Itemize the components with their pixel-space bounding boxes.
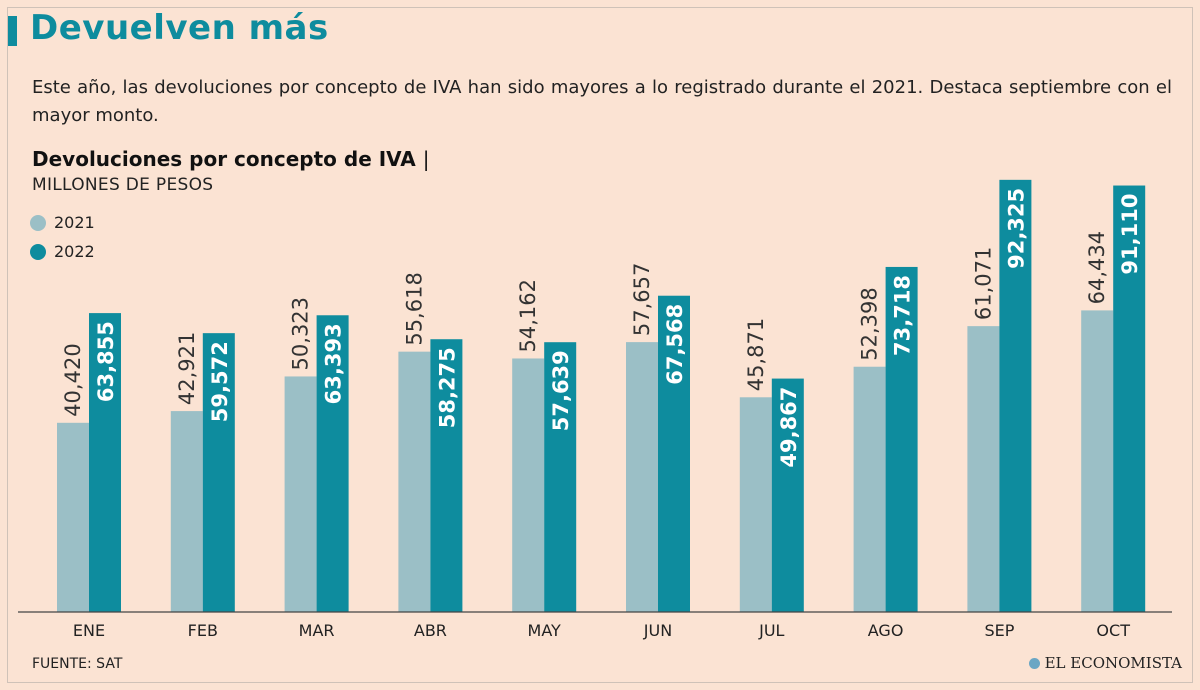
- brand-logo: EL ECONOMISTA: [1028, 654, 1182, 672]
- bar-2022-sep: [999, 179, 1032, 612]
- label-2021-sep: 61,071: [971, 247, 995, 320]
- label-2021-feb: 42,921: [175, 332, 199, 405]
- x-tick-sep: SEP: [984, 621, 1014, 640]
- bar-2022-feb: [202, 333, 235, 612]
- bar-2021-jul: [739, 397, 772, 612]
- x-tick-jul: JUL: [758, 621, 784, 640]
- legend-label-2022: 2022: [54, 242, 95, 261]
- legend-item-2022: 2022: [30, 242, 95, 261]
- label-2022-mar: 63,393: [322, 323, 346, 404]
- bar-2022-mar: [316, 315, 349, 612]
- label-2021-jun: 57,657: [630, 263, 654, 336]
- chart-title: Devoluciones por concepto de IVA |: [32, 147, 429, 171]
- bar-2022-jun: [658, 295, 690, 612]
- legend-item-2021: 2021: [30, 213, 95, 232]
- bar-2021-mar: [284, 376, 317, 612]
- legend-dot-2022: [30, 243, 46, 260]
- chart-title-text: Devoluciones por concepto de IVA: [32, 147, 416, 171]
- label-2021-oct: 64,434: [1085, 231, 1109, 304]
- bar-2022-oct: [1113, 185, 1146, 613]
- description: Este año, las devoluciones por concepto …: [32, 77, 1172, 126]
- chart-title-separator: |: [422, 147, 430, 171]
- label-2021-ene: 40,420: [61, 343, 85, 416]
- label-2022-feb: 59,572: [208, 341, 232, 422]
- bar-2022-ene: [89, 313, 121, 612]
- bar-2021-ago: [853, 366, 886, 612]
- bar-2021-feb: [170, 411, 203, 612]
- label-2022-oct: 91,110: [1118, 194, 1142, 275]
- label-2021-ago: 52,398: [858, 287, 882, 360]
- title-accent-bar: [8, 16, 17, 46]
- x-tick-oct: OCT: [1096, 621, 1130, 640]
- label-2021-mar: 50,323: [289, 297, 313, 370]
- bar-2022-abr: [430, 339, 463, 612]
- bar-2021-abr: [398, 351, 431, 612]
- label-2021-abr: 55,618: [402, 272, 426, 345]
- bar-2021-ene: [57, 422, 89, 612]
- label-2021-jul: 45,871: [744, 318, 768, 391]
- bar-2021-may: [512, 358, 545, 612]
- x-tick-ene: ENE: [73, 621, 105, 640]
- brand-logo-icon: [1028, 657, 1040, 669]
- label-2022-sep: 92,325: [1004, 188, 1028, 269]
- x-tick-abr: ABR: [414, 621, 447, 640]
- frame: [7, 7, 1193, 683]
- label-2022-ene: 63,855: [94, 321, 118, 402]
- label-2021-may: 54,162: [516, 279, 540, 352]
- legend-label-2021: 2021: [54, 213, 95, 232]
- label-2022-abr: 58,275: [435, 347, 459, 428]
- label-2022-jun: 67,568: [663, 304, 687, 385]
- bar-2021-sep: [967, 326, 1000, 612]
- x-tick-may: MAY: [528, 621, 562, 640]
- label-2022-may: 57,639: [549, 350, 573, 431]
- bar-2022-jul: [771, 378, 804, 612]
- bar-2022-ago: [885, 266, 918, 612]
- legend-dot-2021: [30, 214, 46, 231]
- bar-2022-may: [544, 342, 577, 612]
- label-2022-ago: 73,718: [891, 275, 915, 356]
- x-tick-mar: MAR: [299, 621, 335, 640]
- x-tick-feb: FEB: [188, 621, 218, 640]
- chart-unit: MILLONES DE PESOS: [32, 175, 214, 195]
- bar-2021-oct: [1081, 310, 1114, 612]
- source-note: FUENTE: SAT: [32, 656, 123, 672]
- bar-2021-jun: [626, 342, 658, 612]
- x-tick-jun: JUN: [643, 621, 672, 640]
- brand-name: EL ECONOMISTA: [1044, 654, 1182, 672]
- x-tick-ago: AGO: [868, 621, 904, 640]
- headline: Devuelven más: [30, 8, 329, 48]
- label-2022-jul: 49,867: [777, 387, 801, 468]
